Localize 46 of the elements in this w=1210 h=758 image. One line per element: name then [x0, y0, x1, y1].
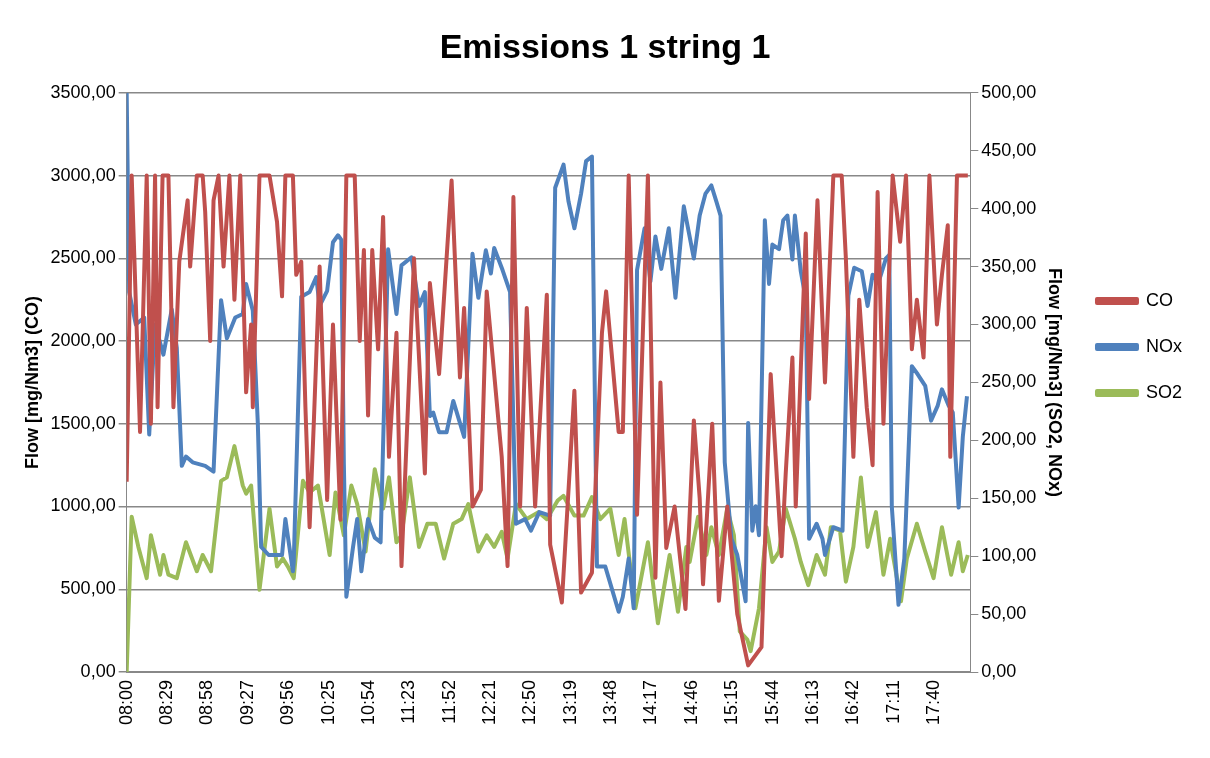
x-tick-label: 14:17: [640, 680, 661, 726]
x-tick-label: 15:15: [721, 680, 742, 726]
legend-label: SO2: [1145, 381, 1183, 402]
x-tick-label: 12:50: [519, 680, 540, 726]
y2-tick-label: 400,00: [981, 197, 1037, 218]
x-tick-label: 13:48: [600, 680, 621, 726]
y2-tick-label: 350,00: [981, 255, 1037, 276]
x-tick-label: 08:00: [115, 680, 136, 726]
x-tick-label: 15:44: [761, 680, 782, 726]
y2-tick-label: 500,00: [981, 81, 1037, 102]
x-tick-label: 13:19: [559, 680, 580, 726]
y-tick-label: 2000,00: [50, 330, 116, 350]
y2-tick-label: 450,00: [981, 139, 1037, 160]
y-axis-title: Flow [mg/Nm3] (CO): [21, 295, 42, 469]
x-tick-label: 16:42: [842, 680, 863, 726]
x-tick-label: 10:54: [357, 680, 378, 726]
y2-tick-label: 300,00: [981, 313, 1037, 334]
x-tick-label: 11:52: [438, 680, 459, 724]
chart-title: Emissions 1 string 1: [439, 26, 771, 65]
x-tick-label: 14:46: [680, 680, 701, 726]
y2-tick-label: 150,00: [981, 487, 1037, 508]
x-tick-label: 16:13: [801, 680, 822, 726]
y2-tick-label: 200,00: [981, 429, 1037, 450]
x-tick-label: 17:11: [882, 680, 903, 724]
x-tick-label: 08:29: [156, 680, 176, 726]
y-tick-label: 3500,00: [50, 81, 116, 102]
y2-tick-label: 50,00: [981, 603, 1027, 624]
y-tick-label: 2500,00: [50, 247, 116, 268]
x-tick-label: 09:56: [277, 680, 298, 726]
y-tick-label: 500,00: [60, 578, 116, 599]
y-tick-label: 3000,00: [50, 164, 116, 185]
legend-label: CO: [1145, 289, 1173, 310]
y2-tick-label: 250,00: [981, 371, 1037, 392]
legend-label: NOx: [1145, 335, 1182, 356]
x-tick-label: 08:58: [196, 680, 217, 726]
x-tick-label: 10:25: [317, 680, 338, 726]
x-tick-label: 12:21: [478, 680, 499, 726]
y-tick-label: 0,00: [80, 660, 116, 681]
x-tick-label: 11:23: [398, 680, 419, 724]
y-tick-label: 1500,00: [50, 412, 116, 433]
y2-tick-label: 100,00: [981, 545, 1037, 566]
y-tick-label: 1000,00: [50, 495, 116, 516]
x-tick-label: 09:27: [236, 680, 257, 726]
y2-axis-title: Flow [mg/Nm3] (SO2, NOx): [1045, 267, 1066, 497]
y2-tick-label: 0,00: [981, 660, 1017, 681]
x-tick-label: 17:40: [923, 680, 944, 726]
